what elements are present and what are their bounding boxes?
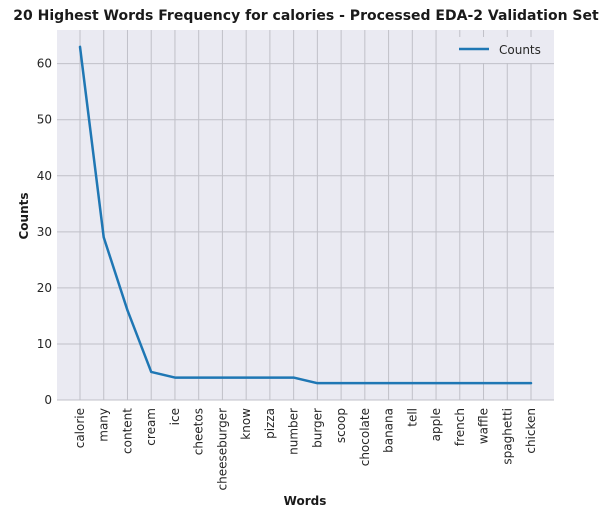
x-tick-label: number: [287, 408, 301, 455]
x-axis-label: Words: [284, 494, 327, 508]
y-tick-label: 30: [37, 225, 52, 239]
x-tick-label: know: [239, 408, 253, 440]
x-tick-label: french: [453, 408, 467, 446]
x-axis-ticks: calorie many content cream ice cheetos cheeseb…: [73, 408, 538, 491]
x-tick-label: waffle: [477, 408, 491, 444]
x-tick-label: cream: [144, 408, 158, 446]
y-tick-label: 0: [44, 393, 52, 407]
x-tick-label: many: [97, 408, 111, 442]
x-tick-label: content: [120, 408, 134, 454]
x-tick-label: cheeseburger: [215, 408, 229, 491]
x-tick-label: banana: [382, 408, 396, 453]
y-axis-ticks: 0 10 20 30 40 50 60: [37, 57, 52, 407]
x-tick-label: tell: [405, 408, 419, 427]
x-tick-label: apple: [429, 408, 443, 441]
x-tick-label: calorie: [73, 408, 87, 448]
series-line-counts: [78, 45, 533, 385]
y-tick-label: 50: [37, 113, 52, 127]
series-layer: [78, 45, 533, 385]
x-tick-label: spaghetti: [500, 408, 514, 465]
y-tick-label: 20: [37, 281, 52, 295]
legend: Counts: [450, 37, 548, 63]
x-tick-label: chocolate: [358, 408, 372, 466]
plot-area: [57, 30, 554, 400]
y-tick-label: 10: [37, 337, 52, 351]
chart-title: 20 Highest Words Frequency for calories …: [13, 8, 599, 24]
x-tick-label: scoop: [334, 408, 348, 443]
grid-lines: [57, 30, 554, 401]
x-tick-label: chicken: [524, 408, 538, 454]
y-tick-label: 60: [37, 57, 52, 71]
y-tick-label: 40: [37, 169, 52, 183]
legend-label-counts: Counts: [499, 43, 541, 57]
x-tick-label: pizza: [263, 408, 277, 439]
y-axis-label: Counts: [17, 192, 31, 239]
x-tick-label: cheetos: [192, 408, 206, 455]
x-tick-label: burger: [310, 408, 324, 448]
x-tick-label: ice: [168, 408, 182, 425]
